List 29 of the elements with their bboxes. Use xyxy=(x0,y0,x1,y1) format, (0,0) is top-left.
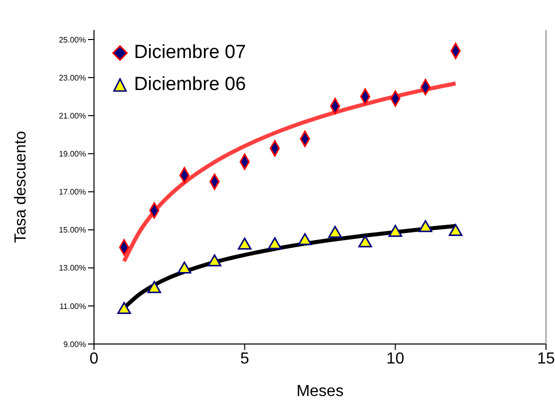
point xyxy=(328,226,342,238)
x-tick-label: 10 xyxy=(386,350,404,368)
x-axis-title: Meses xyxy=(296,383,344,400)
point xyxy=(448,224,462,236)
y-tick-label: 25.00% xyxy=(58,35,86,44)
legend-label: Diciembre 06 xyxy=(134,74,246,96)
x-tick-label: 15 xyxy=(537,350,555,368)
point xyxy=(208,254,222,266)
y-axis-title: Tasa descuento xyxy=(12,130,30,244)
legend-label: Diciembre 07 xyxy=(134,42,246,64)
y-tick-label: 13.00% xyxy=(58,264,86,273)
y-tick-label: 21.00% xyxy=(58,111,86,120)
y-tick-label: 19.00% xyxy=(58,150,86,159)
point xyxy=(147,281,162,294)
x-tick-label: 5 xyxy=(240,350,250,368)
y-tick-label: 9.00% xyxy=(63,340,86,349)
point xyxy=(117,302,131,314)
point xyxy=(238,238,252,250)
y-tick-label: 15.00% xyxy=(58,226,86,235)
point xyxy=(178,261,192,274)
point xyxy=(358,235,372,248)
point xyxy=(298,233,312,246)
x-tick-label: 0 xyxy=(90,350,99,368)
y-tick-label: 23.00% xyxy=(58,73,86,82)
point xyxy=(388,224,402,237)
point xyxy=(418,220,432,232)
point xyxy=(268,237,282,250)
y-tick-label: 11.00% xyxy=(59,302,86,311)
y-tick-label: 17.00% xyxy=(58,188,86,197)
